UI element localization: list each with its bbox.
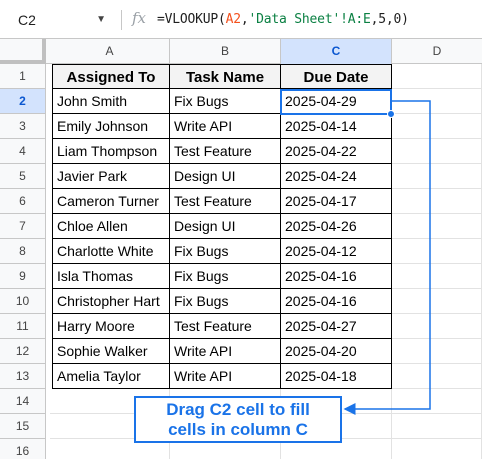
- table-cell[interactable]: Cameron Turner: [52, 189, 170, 214]
- formula-separator: ,: [240, 12, 249, 27]
- formula-suffix: ,5,0): [370, 12, 409, 27]
- formula-input[interactable]: =VLOOKUP(A2,'Data Sheet'!A:E,5,0): [157, 12, 409, 27]
- row-header-3[interactable]: 3: [0, 114, 46, 139]
- row-header-12[interactable]: 12: [0, 339, 46, 364]
- table-header-cell[interactable]: Assigned To: [52, 64, 170, 89]
- table-cell[interactable]: Sophie Walker: [52, 339, 170, 364]
- fx-icon: fx: [132, 9, 147, 27]
- formula-cell-ref: A2: [225, 12, 241, 27]
- formula-bar-divider: [121, 10, 122, 30]
- empty-cell[interactable]: [170, 439, 281, 459]
- table-cell[interactable]: 2025-04-26: [281, 214, 392, 239]
- table-header-cell[interactable]: Task Name: [170, 64, 281, 89]
- table-cell[interactable]: Fix Bugs: [170, 264, 281, 289]
- table-cell[interactable]: Fix Bugs: [170, 239, 281, 264]
- table-cell[interactable]: 2025-04-17: [281, 189, 392, 214]
- table-cell[interactable]: John Smith: [52, 89, 170, 114]
- table-cell[interactable]: Charlotte White: [52, 239, 170, 264]
- formula-sheet-range: 'Data Sheet'!A:E: [248, 12, 371, 27]
- column-header-a[interactable]: A: [50, 39, 170, 64]
- row-header-5[interactable]: 5: [0, 164, 46, 189]
- table-cell[interactable]: 2025-04-12: [281, 239, 392, 264]
- table-cell[interactable]: Isla Thomas: [52, 264, 170, 289]
- table-cell[interactable]: Design UI: [170, 214, 281, 239]
- table-cell[interactable]: 2025-04-24: [281, 164, 392, 189]
- chevron-down-icon[interactable]: ▼: [96, 14, 106, 25]
- row-header-1[interactable]: 1: [0, 64, 46, 89]
- table-cell[interactable]: 2025-04-16: [281, 264, 392, 289]
- row-header-14[interactable]: 14: [0, 389, 46, 414]
- row-header-4[interactable]: 4: [0, 139, 46, 164]
- row-header-10[interactable]: 10: [0, 289, 46, 314]
- table-cell[interactable]: Write API: [170, 114, 281, 139]
- fill-handle[interactable]: [387, 110, 395, 118]
- column-header-c[interactable]: C: [281, 39, 392, 64]
- table-cell[interactable]: Design UI: [170, 164, 281, 189]
- table-cell[interactable]: Harry Moore: [52, 314, 170, 339]
- empty-cell[interactable]: [281, 439, 392, 459]
- name-box[interactable]: C2 ▼: [8, 8, 108, 32]
- table-header-cell[interactable]: Due Date: [281, 64, 392, 89]
- table-cell[interactable]: Test Feature: [170, 139, 281, 164]
- column-header-d[interactable]: D: [432, 44, 442, 58]
- formula-bar: C2 ▼ fx =VLOOKUP(A2,'Data Sheet'!A:E,5,0…: [0, 0, 482, 39]
- name-box-value: C2: [18, 12, 36, 28]
- row-header-15[interactable]: 15: [0, 414, 46, 439]
- column-header-b[interactable]: B: [170, 39, 281, 64]
- table-cell[interactable]: 2025-04-16: [281, 289, 392, 314]
- column-header-row: A B C D: [0, 39, 482, 64]
- empty-cell[interactable]: [50, 439, 170, 459]
- table-cell[interactable]: Liam Thompson: [52, 139, 170, 164]
- table-cell[interactable]: 2025-04-18: [281, 364, 392, 389]
- table-cell[interactable]: Test Feature: [170, 189, 281, 214]
- formula-prefix: =VLOOKUP(: [157, 12, 226, 27]
- row-header-6[interactable]: 6: [0, 189, 46, 214]
- row-header-9[interactable]: 9: [0, 264, 46, 289]
- annotation-line-2: cells in column C: [168, 420, 308, 439]
- table-cell[interactable]: 2025-04-22: [281, 139, 392, 164]
- table-cell[interactable]: Write API: [170, 364, 281, 389]
- row-header-2[interactable]: 2: [0, 89, 46, 114]
- row-header-11[interactable]: 11: [0, 314, 46, 339]
- table-cell[interactable]: 2025-04-14: [281, 114, 392, 139]
- table-cell[interactable]: 2025-04-27: [281, 314, 392, 339]
- table-cell[interactable]: Chloe Allen: [52, 214, 170, 239]
- table-cell[interactable]: Amelia Taylor: [52, 364, 170, 389]
- annotation-line-1: Drag C2 cell to fill: [166, 400, 310, 419]
- annotation-callout: Drag C2 cell to fill cells in column C: [134, 396, 342, 443]
- row-header-16[interactable]: 16: [0, 439, 46, 459]
- select-all-corner[interactable]: [0, 39, 46, 64]
- table-cell[interactable]: 2025-04-20: [281, 339, 392, 364]
- table-cell[interactable]: Write API: [170, 339, 281, 364]
- table-cell[interactable]: Test Feature: [170, 314, 281, 339]
- row-header-13[interactable]: 13: [0, 364, 46, 389]
- table-cell[interactable]: Fix Bugs: [170, 289, 281, 314]
- row-header-8[interactable]: 8: [0, 239, 46, 264]
- table-cell[interactable]: Christopher Hart: [52, 289, 170, 314]
- row-header-7[interactable]: 7: [0, 214, 46, 239]
- table-cell[interactable]: Emily Johnson: [52, 114, 170, 139]
- table-cell[interactable]: Javier Park: [52, 164, 170, 189]
